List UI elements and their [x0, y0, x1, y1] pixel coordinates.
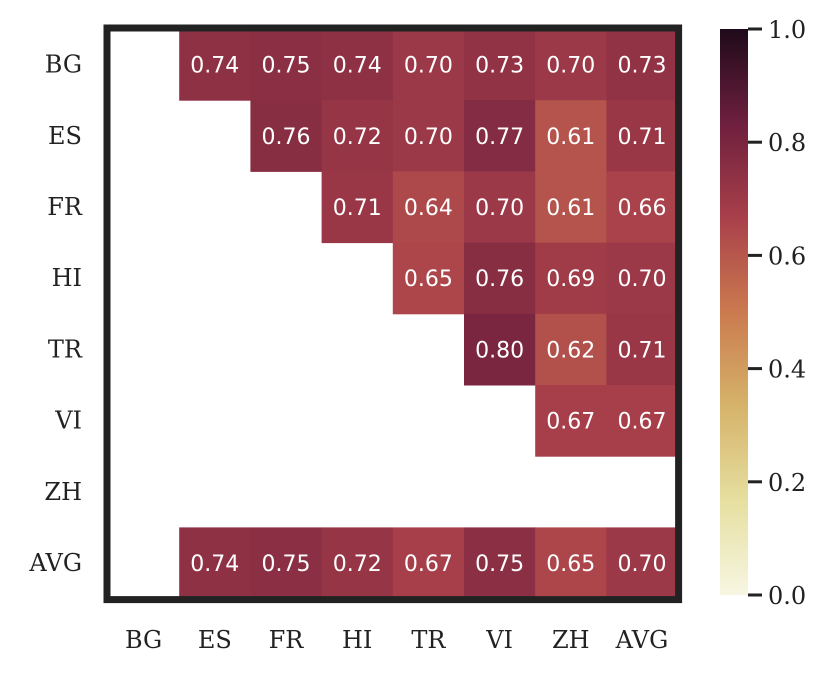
heatmap-cell [535, 100, 607, 172]
y-axis: BG ES FR HI TR VI ZH AVG [28, 51, 83, 577]
cell-value-label: 0.75 [475, 552, 524, 577]
heatmap-frame [103, 24, 683, 604]
heatmap-cell [250, 100, 323, 172]
cell-value-label: 0.65 [404, 267, 453, 292]
y-tick-label: HI [52, 264, 82, 292]
x-tick-label: BG [125, 626, 162, 654]
heatmap-cell [535, 29, 607, 101]
colorbar-tick-label: 0.8 [768, 129, 806, 157]
heatmap-cell [606, 100, 679, 172]
cell-value-label: 0.67 [404, 552, 453, 577]
cell-value-label: 0.70 [618, 267, 667, 292]
heatmap-cell [321, 100, 394, 172]
heatmap-cell [606, 385, 679, 457]
cell-value-label: 0.74 [190, 552, 239, 577]
colorbar-tick-label: 0.6 [768, 242, 806, 270]
cell-value-label: 0.70 [475, 196, 524, 221]
heatmap-cell [250, 527, 323, 600]
heatmap-cell [535, 171, 607, 244]
cell-value-label: 0.62 [546, 338, 595, 363]
cell-value-label: 0.70 [404, 125, 453, 150]
y-tick-label: AVG [28, 549, 82, 577]
y-tick-label: ES [48, 122, 82, 150]
y-tick-label: BG [45, 51, 82, 79]
cell-value-label: 0.76 [262, 125, 311, 150]
cell-value-label: 0.70 [546, 54, 595, 79]
heatmap-cell [392, 527, 465, 600]
cell-value-label: 0.61 [546, 125, 595, 150]
cell-value-label: 0.61 [546, 196, 595, 221]
heatmap-cell [392, 242, 465, 315]
cell-value-label: 0.67 [618, 410, 667, 435]
heatmap-cell [464, 171, 536, 244]
heatmap-cell [250, 29, 323, 101]
heatmap-cell [535, 242, 607, 315]
cell-value-label: 0.70 [618, 552, 667, 577]
y-tick-label: VI [54, 407, 82, 435]
x-tick-label: AVG [615, 626, 669, 654]
x-tick-label: ZH [552, 626, 590, 654]
cell-value-label: 0.75 [262, 552, 311, 577]
heatmap-cell [606, 242, 679, 315]
heatmap-cell [464, 527, 536, 600]
heatmap-cell [606, 171, 679, 244]
heatmap-cell [321, 171, 394, 244]
cell-value-label: 0.71 [618, 125, 667, 150]
cell-value-label: 0.80 [475, 338, 524, 363]
x-axis: BG ES FR HI TR VI ZH AVG [125, 626, 668, 654]
cell-value-label: 0.77 [475, 125, 524, 150]
heatmap-cell [464, 242, 536, 315]
cell-value-label: 0.67 [546, 410, 595, 435]
cell-value-label: 0.76 [475, 267, 524, 292]
cell-value-label: 0.74 [333, 54, 382, 79]
heatmap-cell [606, 527, 679, 600]
cell-value-label: 0.69 [546, 267, 595, 292]
colorbar-tick-label: 0.0 [768, 582, 806, 610]
cell-value-label: 0.65 [546, 552, 595, 577]
cell-value-label: 0.70 [404, 54, 453, 79]
y-tick-label: ZH [44, 478, 82, 506]
y-tick-label: TR [48, 335, 83, 363]
colorbar-tick-label: 0.2 [768, 469, 806, 497]
x-tick-label: VI [485, 626, 513, 654]
cell-value-label: 0.74 [190, 54, 239, 79]
colorbar [720, 29, 748, 595]
heatmap-cell [321, 527, 394, 600]
cell-value-label: 0.64 [404, 196, 453, 221]
cell-value-label: 0.75 [262, 54, 311, 79]
x-tick-label: HI [342, 626, 372, 654]
cell-value-label: 0.71 [333, 196, 382, 221]
y-tick-label: FR [47, 193, 83, 221]
heatmap-cell [392, 100, 465, 172]
cell-value-label: 0.72 [333, 125, 382, 150]
cell-value-label: 0.72 [333, 552, 382, 577]
x-tick-label: TR [411, 626, 446, 654]
cell-value-label: 0.71 [618, 338, 667, 363]
heatmap-cell [535, 385, 607, 457]
heatmap-cell [392, 171, 465, 244]
colorbar-tick-label: 0.4 [768, 356, 806, 384]
heatmap-cell [535, 527, 607, 600]
heatmap-cell [535, 313, 607, 386]
heatmap-cell [606, 313, 679, 386]
heatmap-cell [321, 29, 394, 101]
colorbar-axis: 0.0 0.2 0.4 0.6 0.8 1.0 [748, 16, 806, 610]
x-tick-label: ES [198, 626, 232, 654]
heatmap-cell [392, 29, 465, 101]
heatmap-cell [464, 313, 536, 386]
heatmap-cell [179, 527, 251, 600]
heatmap-cell [179, 29, 251, 101]
x-tick-label: FR [269, 626, 305, 654]
colorbar-tick-label: 1.0 [768, 16, 806, 44]
heatmap-cell [606, 29, 679, 101]
heatmap-cell [464, 100, 536, 172]
cell-value-label: 0.66 [618, 196, 667, 221]
cell-value-label: 0.73 [475, 54, 524, 79]
heatmap-cell [464, 29, 536, 101]
cell-value-label: 0.73 [618, 54, 667, 79]
heatmap-cells: 0.74 0.75 0.74 0.70 0.73 0.70 0.73 0.76 0.72 0.70… [179, 29, 679, 600]
